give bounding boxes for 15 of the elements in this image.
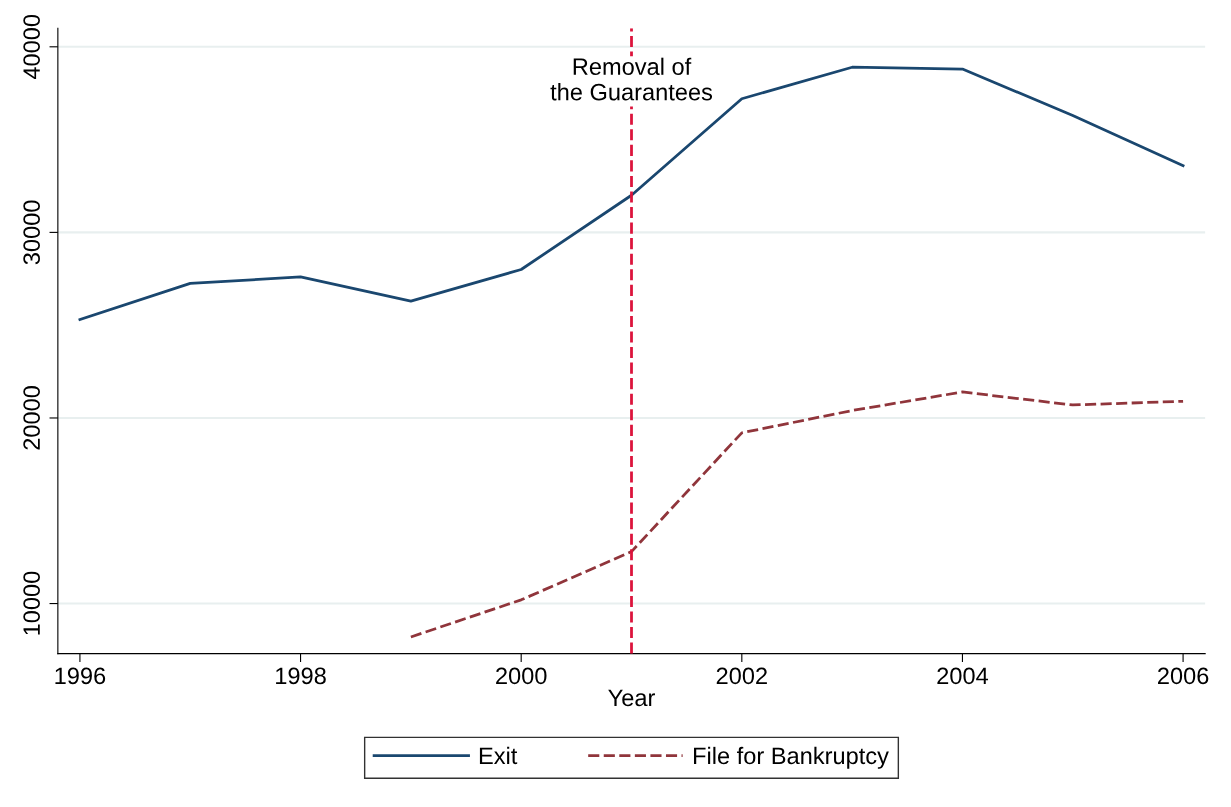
- y-tick-label: 40000: [23, 14, 40, 80]
- ref-line-label: Removal of the Guarantees: [550, 57, 713, 101]
- legend-label: File for Bankruptcy: [694, 746, 889, 769]
- y-tick-label: 10000: [23, 571, 40, 635]
- x-tick-label: 2006: [1158, 667, 1209, 685]
- line-series: [409, 390, 1185, 639]
- y-tick-label: 30000: [23, 200, 40, 265]
- x-tick-label: 2004: [937, 667, 989, 685]
- x-tick-label: 1996: [55, 667, 106, 685]
- y-tick-label: 20000: [23, 386, 40, 450]
- legend-label: Exit: [479, 746, 518, 765]
- x-axis-title: Year: [608, 689, 655, 707]
- x-tick-label: 2002: [716, 667, 767, 685]
- x-tick-label: 2000: [496, 667, 547, 685]
- x-tick-label: 1998: [276, 667, 326, 685]
